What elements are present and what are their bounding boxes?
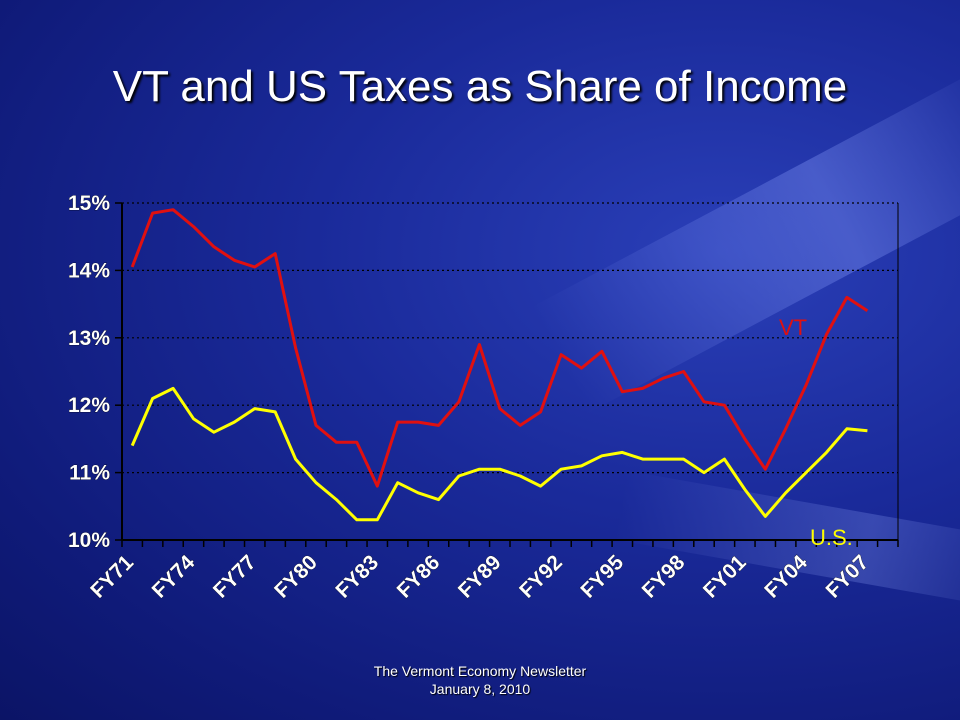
x-tick-label: FY98	[638, 551, 690, 603]
y-tick-label: 11%	[69, 462, 110, 485]
series-line-vt	[130, 208, 869, 488]
grid-layer	[122, 202, 898, 474]
y-tick-label: 10%	[68, 529, 110, 552]
x-tick-label: FY74	[148, 551, 200, 603]
x-tick-label: FY92	[515, 551, 567, 603]
footer-date: January 8, 2010	[429, 681, 531, 697]
y-tick-label: 12%	[68, 394, 110, 417]
footer: The Vermont Economy Newsletter January 8…	[0, 662, 960, 698]
x-tick-label: FY80	[270, 551, 322, 603]
x-tick-label: FY95	[576, 551, 628, 603]
x-tick-label: FY89	[454, 551, 506, 603]
series-label-vt: VT	[779, 315, 807, 340]
x-tick-label: FY71	[86, 551, 138, 603]
series-line-us	[130, 386, 868, 522]
x-tick-label: FY07	[821, 551, 873, 603]
label-layer: 10%11%12%13%14%15%FY71 FY74 FY77 FY80 FY83 FY…	[68, 192, 874, 603]
x-tick-label: FY83	[331, 551, 383, 603]
x-tick-label: FY01	[699, 551, 751, 603]
axis-layer	[115, 202, 899, 547]
footer-publication: The Vermont Economy Newsletter	[373, 663, 587, 679]
slide-title: VT and US Taxes as Share of Income	[112, 62, 848, 111]
y-tick-label: 14%	[68, 259, 110, 282]
x-tick-label: FY86	[393, 551, 445, 603]
y-tick-label: 15%	[68, 192, 110, 215]
x-tick-label: FY04	[760, 551, 812, 603]
y-tick-label: 13%	[68, 327, 110, 350]
series-layer	[130, 208, 869, 522]
x-tick-label: FY77	[209, 551, 261, 603]
series-label-us: U.S.	[810, 525, 853, 550]
